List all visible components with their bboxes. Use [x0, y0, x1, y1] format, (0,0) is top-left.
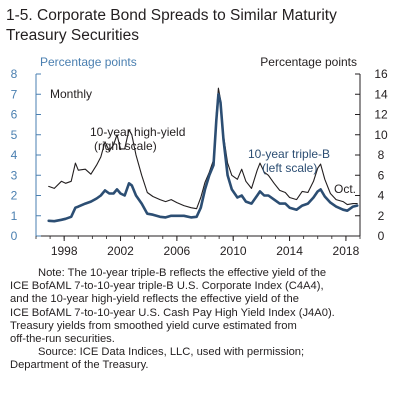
x-tick-label: 1998	[51, 244, 78, 258]
chart-title-line-2: Treasury Securities	[6, 27, 139, 44]
right-tick-label: 6	[378, 168, 385, 182]
right-tick-label: 8	[378, 148, 385, 162]
left-tick-label: 2	[11, 189, 18, 203]
right-axis-label: Percentage points	[260, 55, 357, 69]
x-tick-label: 2002	[107, 244, 134, 258]
x-tick-label: 2006	[164, 244, 191, 258]
right-tick-label: 2	[378, 209, 385, 223]
triple-b-line	[47, 93, 359, 223]
left-axis-ticks: 0 1 2 3 4 5 6 7 8	[11, 67, 41, 243]
left-tick-label: 8	[11, 67, 18, 81]
right-tick-label: 14	[374, 87, 388, 101]
note-line: off-the-run securities.	[10, 333, 115, 346]
right-tick-label: 10	[374, 128, 388, 142]
right-axis-ticks: 0 2 4 6 8 10 12 14 16	[355, 67, 388, 243]
oct-annotation: Oct.	[334, 182, 356, 196]
note-line: ICE BofAML 7-to-10-year U.S. Cash Pay Hi…	[10, 306, 335, 319]
source-line: Department of the Treasury.	[10, 359, 149, 372]
left-tick-label: 0	[11, 229, 18, 243]
left-tick-label: 3	[11, 168, 18, 182]
note-line: Note: The 10-year triple-B reflects the …	[38, 267, 327, 279]
series-layer	[47, 87, 359, 223]
triple-b-label-line-2: (left scale)	[262, 161, 317, 175]
high-yield-label-line-2: (right scale)	[94, 139, 157, 153]
note-line: Treasury yields from smoothed yield curv…	[10, 319, 297, 332]
chart-notes: Note: The 10-year triple-B reflects the …	[10, 267, 394, 373]
right-tick-label: 0	[378, 229, 385, 243]
frequency-label: Monthly	[50, 87, 92, 101]
x-tick-label: 2018	[333, 244, 360, 258]
x-tick-label: 2014	[276, 244, 303, 258]
left-tick-label: 1	[11, 209, 18, 223]
chart-title-line-1: 1-5. Corporate Bond Spreads to Similar M…	[6, 7, 337, 24]
left-axis-label: Percentage points	[40, 55, 137, 69]
triple-b-label-line-1: 10-year triple-B	[248, 147, 330, 161]
right-tick-label: 16	[374, 67, 388, 81]
left-tick-label: 7	[11, 87, 18, 101]
left-tick-label: 4	[11, 148, 18, 162]
right-tick-label: 4	[378, 189, 385, 203]
source-line: Source: ICE Data Indices, LLC, used with…	[38, 346, 305, 359]
note-line: ICE BofAML 7-to-10-year triple-B U.S. Co…	[10, 280, 324, 293]
left-tick-label: 5	[11, 128, 18, 142]
x-axis-ticks: 1998 2002 2006 2010 2014 2018	[35, 236, 361, 258]
right-tick-label: 12	[374, 108, 388, 122]
left-tick-label: 6	[11, 108, 18, 122]
note-line: and the 10-year high-yield reflects the …	[10, 293, 299, 306]
x-tick-label: 2010	[220, 244, 247, 258]
high-yield-label-line-1: 10-year high-yield	[90, 125, 185, 139]
